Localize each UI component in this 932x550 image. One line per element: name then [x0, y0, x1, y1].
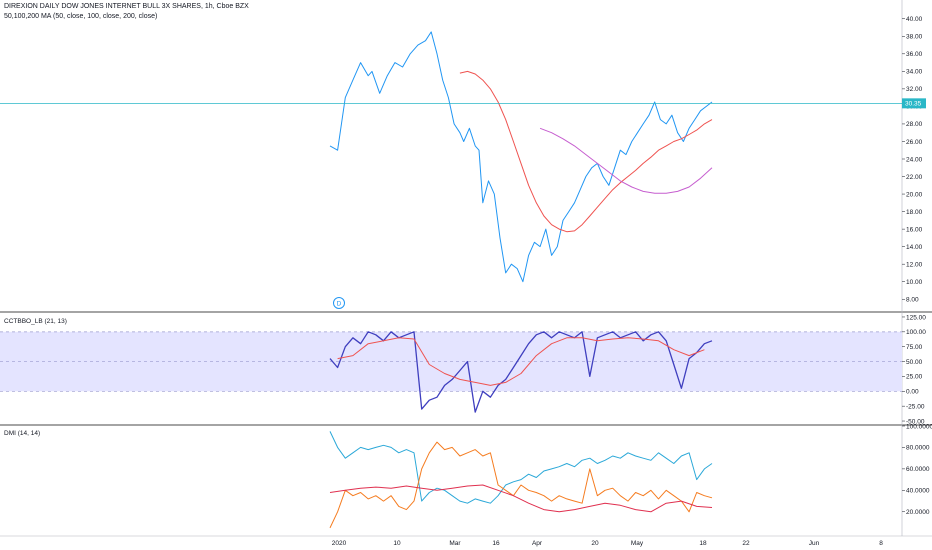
y-tick-label: 50.00 — [906, 359, 923, 366]
series-line — [337, 337, 705, 386]
series-line — [329, 431, 713, 504]
dividend-icon-circle — [333, 297, 345, 309]
x-tick-label: Mar — [449, 540, 461, 547]
axis-layer: 40.0038.0036.0034.0032.0030.0028.0026.00… — [4, 16, 932, 516]
pane-title: DMI (14, 14) — [4, 430, 40, 437]
dividend-icon-label: D — [337, 301, 342, 308]
series-layer — [0, 31, 902, 529]
y-tick-label: 125.00 — [906, 314, 926, 321]
y-tick-label: 80.0000 — [906, 445, 930, 452]
y-tick-label: 24.00 — [906, 156, 923, 163]
x-tick-label: 8 — [879, 540, 883, 547]
y-tick-label: 100.00 — [906, 329, 926, 336]
y-tick-label: 38.00 — [906, 34, 923, 41]
y-tick-label: 25.00 — [906, 374, 923, 381]
pane-layer — [0, 0, 932, 537]
y-tick-label: 20.00 — [906, 191, 923, 198]
x-tick-label: Apr — [532, 540, 543, 547]
series-line — [459, 70, 713, 233]
x-tick-label: Jun — [809, 540, 820, 547]
y-tick-label: 40.0000 — [906, 488, 930, 495]
y-tick-label: 32.00 — [906, 86, 923, 93]
y-tick-label: 75.00 — [906, 344, 923, 351]
y-tick-label: 10.00 — [906, 279, 923, 286]
y-tick-label: 22.00 — [906, 174, 923, 181]
y-tick-label: 14.00 — [906, 244, 923, 251]
ma-legend: 50,100,200 MA (50, close, 100, close, 20… — [4, 13, 158, 20]
pane-title: CCTBBO_LB (21, 13) — [4, 318, 67, 325]
symbol-title: DIREXION DAILY DOW JONES INTERNET BULL 3… — [4, 3, 249, 10]
series-line — [329, 441, 713, 529]
x-tick-label: 22 — [742, 540, 750, 547]
y-tick-label: 36.00 — [906, 51, 923, 58]
x-tick-label: 2020 — [332, 540, 347, 547]
y-tick-label: -50.00 — [906, 418, 925, 425]
series-line — [329, 331, 713, 413]
y-tick-label: 40.00 — [906, 16, 923, 23]
x-tick-label: 16 — [492, 540, 500, 547]
y-tick-label: 16.00 — [906, 226, 923, 233]
dividend-icon: D — [333, 297, 345, 309]
y-tick-label: 28.00 — [906, 121, 923, 128]
last-price-value: 30.35 — [905, 101, 922, 108]
y-tick-label: -25.00 — [906, 403, 925, 410]
series-line — [329, 484, 713, 513]
last-price-tag-bg — [902, 98, 926, 109]
y-tick-label: 0.00 — [906, 389, 919, 396]
y-tick-label: 100.0000 — [906, 423, 932, 430]
series-line — [329, 31, 713, 283]
x-axis: 2020 10 Mar 16 Apr 20 May 18 22 Jun 8 D — [332, 297, 883, 547]
y-tick-label: 20.0000 — [906, 509, 930, 516]
x-tick-label: 10 — [393, 540, 401, 547]
last-price-tag: 30.35 — [902, 98, 926, 109]
series-line — [539, 127, 713, 194]
y-tick-label: 26.00 — [906, 139, 923, 146]
y-tick-label: 8.00 — [906, 297, 919, 304]
x-tick-label: 18 — [699, 540, 707, 547]
y-tick-label: 18.00 — [906, 209, 923, 216]
x-tick-label: 20 — [591, 540, 599, 547]
y-tick-label: 34.00 — [906, 69, 923, 76]
x-tick-label: May — [631, 540, 644, 547]
y-tick-label: 60.0000 — [906, 466, 930, 473]
y-tick-label: 12.00 — [906, 261, 923, 268]
